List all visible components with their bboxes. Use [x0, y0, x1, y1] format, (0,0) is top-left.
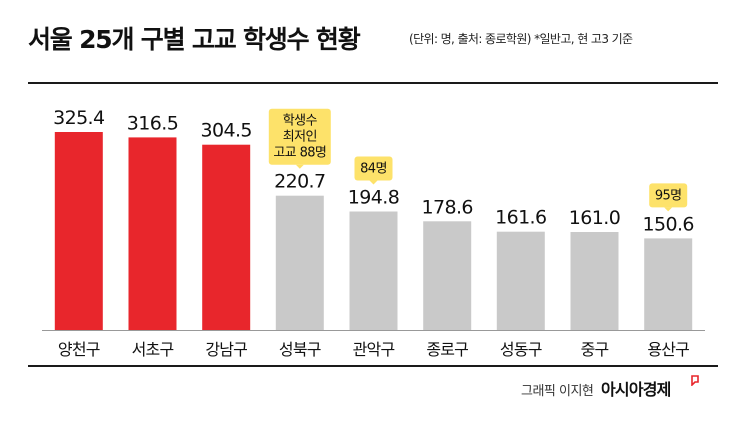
- category-label: 양천구: [58, 340, 100, 359]
- value-label: 220.7: [274, 171, 325, 193]
- category-label: 용산구: [647, 340, 689, 359]
- bar: [128, 137, 177, 330]
- annotation-text: 최저인: [283, 130, 317, 145]
- header-divider: [28, 82, 718, 84]
- chart-header: 서울 25개 구별 고교 학생수 현황 (단위: 명, 출처: 종로학원) *일…: [28, 20, 718, 64]
- category-label: 서초구: [132, 340, 174, 359]
- x-axis-line: [42, 330, 705, 331]
- brand-mark-icon: [691, 375, 699, 386]
- annotation-box: [649, 183, 688, 208]
- chart-title: 서울 25개 구별 고교 학생수 현황: [28, 25, 361, 54]
- category-label: 중구: [581, 340, 609, 359]
- annotation-text: 학생수: [283, 114, 318, 129]
- annotation-pointer: [295, 164, 304, 169]
- footer-divider: [28, 365, 718, 367]
- bar: [570, 232, 619, 330]
- annotation-box: [268, 108, 331, 165]
- annotation-text: 고교 88명: [273, 146, 326, 161]
- annotation-text: 84명: [360, 162, 387, 177]
- bar: [202, 144, 251, 330]
- category-label: 관악구: [353, 340, 395, 359]
- value-label: 178.6: [421, 196, 472, 218]
- value-label: 325.4: [53, 107, 105, 129]
- bar: [349, 211, 398, 330]
- value-label: 161.0: [569, 207, 620, 229]
- category-label: 강남구: [205, 340, 247, 359]
- category-label: 성북구: [279, 340, 321, 359]
- graphic-credit: 그래픽 이지현: [521, 384, 594, 399]
- bar: [54, 132, 103, 330]
- value-label: 304.5: [200, 120, 251, 142]
- category-label: 성동구: [500, 340, 542, 359]
- bar: [423, 221, 472, 330]
- annotation-pointer: [369, 180, 378, 185]
- bar: [275, 195, 324, 330]
- category-label: 종로구: [426, 340, 468, 359]
- value-label: 316.5: [127, 112, 178, 134]
- bar: [496, 231, 545, 330]
- brand-logo: 아시아경제: [601, 380, 671, 399]
- value-label: 150.6: [642, 213, 693, 235]
- annotation-text: 95명: [655, 188, 682, 203]
- annotation-pointer: [664, 207, 673, 212]
- chart-subtitle: (단위: 명, 출처: 종로학원) *일반고, 현 고3 기준: [409, 32, 633, 46]
- bar: [644, 238, 693, 330]
- annotation-box: [354, 156, 393, 181]
- value-label: 194.8: [348, 187, 399, 209]
- value-label: 161.6: [495, 207, 546, 229]
